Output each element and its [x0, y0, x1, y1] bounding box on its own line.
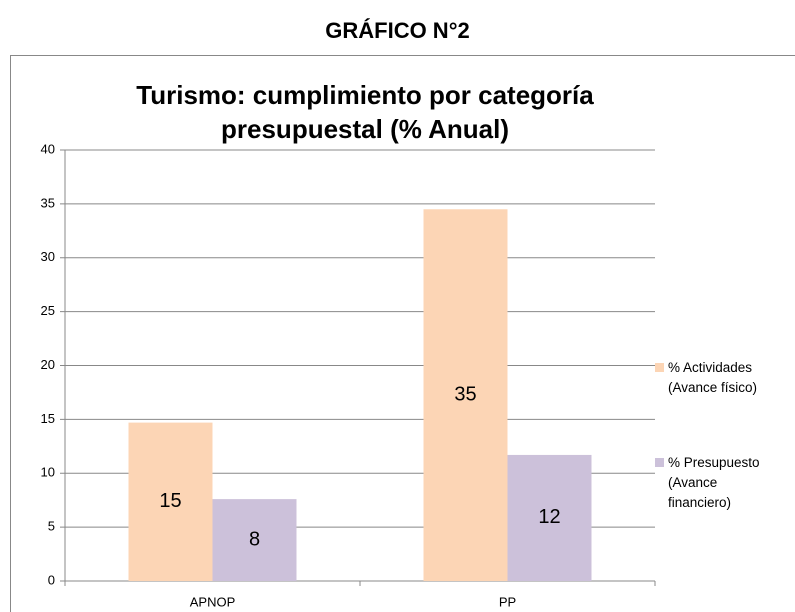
- legend-swatch: [655, 363, 664, 372]
- legend-item: % Presupuesto (Avance financiero): [655, 453, 760, 513]
- bar: [507, 454, 592, 581]
- data-label: 15: [159, 490, 181, 512]
- legend-label: % Actividades (Avance físico): [668, 360, 758, 395]
- legend-label: % Presupuesto (Avance financiero): [668, 455, 760, 510]
- legend-item: % Actividades (Avance físico): [655, 358, 793, 398]
- y-tick-label: 10: [41, 465, 55, 480]
- data-label: 12: [538, 506, 560, 528]
- x-tick-label: PP: [499, 594, 516, 609]
- header-title: GRÁFICO N°2: [325, 18, 470, 43]
- y-tick-label: 25: [41, 303, 55, 318]
- y-tick-label: 15: [41, 411, 55, 426]
- bar: [128, 422, 213, 581]
- y-tick-label: 5: [48, 519, 55, 534]
- y-tick-label: 0: [48, 572, 55, 587]
- y-tick-label: 40: [41, 141, 55, 156]
- y-tick-label: 20: [41, 357, 55, 372]
- y-tick-label: 30: [41, 249, 55, 264]
- bar: [212, 499, 297, 581]
- x-tick-label: APNOP: [190, 594, 236, 609]
- data-label: 8: [249, 528, 260, 550]
- chart-border: [10, 55, 795, 612]
- chart-title: Turismo: cumplimiento por categoría pres…: [136, 80, 594, 144]
- y-tick-label: 35: [41, 195, 55, 210]
- legend-swatch: [655, 458, 664, 467]
- bar: [423, 209, 508, 581]
- data-label: 35: [454, 383, 476, 405]
